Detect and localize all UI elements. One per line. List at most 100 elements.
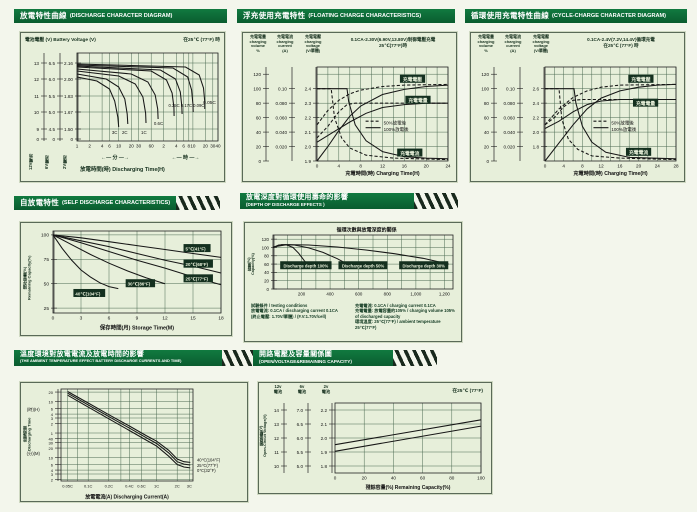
svg-text:10: 10 [49, 399, 54, 404]
condition-row: 放電電流: 0.1CA / discharging current 0.1CA [251, 308, 338, 314]
svg-text:Discharge depth 30%: Discharge depth 30% [403, 264, 446, 269]
svg-text:11: 11 [274, 450, 279, 455]
svg-text:0.6C: 0.6C [154, 121, 163, 126]
svg-text:0.040: 0.040 [504, 130, 516, 135]
svg-text:4: 4 [101, 144, 104, 149]
svg-text:1.9: 1.9 [321, 450, 328, 455]
svg-text:80: 80 [264, 254, 269, 259]
panel-self-title: 自放電特性 (SELF DISCHARGE CHARACTERISTICS) [14, 196, 221, 210]
self-chart-box: 殘存容量(%) Remaining Capacity(%) 100 75 50 25 0… [20, 222, 232, 336]
diagonal-stripes [176, 196, 221, 210]
svg-text:30: 30 [49, 440, 54, 445]
svg-text:1C: 1C [141, 130, 147, 135]
axis-header-voltage: 充電電壓 charging voltage (V/單體) [304, 34, 322, 53]
svg-text:2.16: 2.16 [64, 61, 73, 66]
svg-text:30: 30 [136, 144, 142, 149]
svg-text:9: 9 [36, 127, 39, 132]
dod-conditions-right: 充電電流: 0.1CA / charging current 0.1CA 充電電… [355, 303, 457, 330]
svg-text:保存時間(月) Storage Time(M): 保存時間(月) Storage Time(M) [99, 324, 174, 332]
svg-text:60: 60 [484, 115, 490, 120]
svg-text:0.2C: 0.2C [105, 484, 114, 489]
svg-text:60: 60 [420, 476, 426, 481]
svg-text:6.5: 6.5 [49, 61, 56, 66]
svg-text:0.05C: 0.05C [203, 100, 216, 106]
title-bar: 浮充使用充電特性 (FLOATING CHARGE CHARACTERISTIC… [237, 9, 455, 23]
svg-text:3: 3 [51, 416, 54, 421]
svg-text:0: 0 [267, 287, 270, 292]
svg-text:50: 50 [44, 282, 50, 288]
svg-text:100: 100 [253, 86, 261, 91]
title-en: (SELF DISCHARGE CHARACTERISTICS) [62, 199, 171, 206]
svg-text:0: 0 [52, 137, 55, 142]
condition-row: 充電電量: 放電容量的105% / charging volume 105% o… [355, 308, 455, 319]
condition-line-2: 25℃(77°F)時 [378, 42, 408, 48]
temp-chart-box: 放電時間 Discharging Time 20 10 6 4 3 2 1 40 30 20 10 6… [20, 382, 248, 502]
svg-text:24: 24 [655, 164, 661, 169]
svg-text:60: 60 [264, 262, 269, 267]
svg-text:0.080: 0.080 [276, 101, 288, 106]
svg-text:18: 18 [218, 316, 224, 322]
condition-row: 充電電流: 0.1CA / charging current 0.1CA [355, 303, 436, 308]
svg-text:0.6C: 0.6C [137, 484, 146, 489]
float-chart: 1201008060402000.100.0800.0600.0400.0202… [253, 66, 451, 177]
svg-text:2C: 2C [122, 130, 128, 135]
svg-text:10: 10 [274, 464, 280, 469]
svg-text:0: 0 [486, 159, 489, 164]
svg-text:Discharge depth 100%: Discharge depth 100% [284, 264, 329, 269]
svg-text:20: 20 [484, 144, 490, 149]
svg-text:200: 200 [298, 292, 306, 297]
svg-text:(時)(H): (時)(H) [27, 407, 40, 412]
svg-text:20: 20 [49, 446, 54, 451]
svg-text:0.10: 0.10 [506, 86, 515, 91]
svg-text:2.2: 2.2 [305, 115, 312, 120]
title-bar: 放電深度對循環使用壽命的影響 (DEPTH OF DISCHARGE EFFEC… [240, 193, 414, 210]
title-en: (FLOATING CHARGE CHARACTERISTICS) [308, 12, 422, 19]
svg-text:充電電流: 充電電流 [629, 149, 648, 156]
svg-text:40: 40 [264, 270, 269, 275]
condition-line-2: 在25℃ (77°F) 時 [603, 42, 639, 48]
svg-text:2C: 2C [175, 484, 180, 489]
svg-text:11: 11 [34, 94, 39, 99]
svg-text:30: 30 [210, 144, 216, 149]
svg-text:1.8: 1.8 [321, 464, 328, 469]
svg-text:2.0: 2.0 [533, 130, 540, 135]
svg-text:8: 8 [188, 144, 191, 149]
svg-text:0: 0 [70, 137, 73, 142]
svg-text:放電電流(A) Discharging Current(A): 放電電流(A) Discharging Current(A) [84, 493, 169, 500]
svg-text:13: 13 [34, 61, 40, 66]
svg-text:24: 24 [445, 164, 451, 169]
svg-text:20℃(68°F): 20℃(68°F) [186, 262, 209, 267]
svg-text:5.5: 5.5 [297, 450, 304, 455]
svg-text:20: 20 [264, 278, 269, 283]
title-bar: 自放電特性 (SELF DISCHARGE CHARACTERISTICS) [14, 196, 177, 210]
condition-row: 環境溫度: 25℃(77°F) / ambient temperature 25… [355, 319, 441, 330]
condition-line-1: 0.1CA-2.4V(7.2V,14.4V)循環充電 [587, 37, 655, 42]
svg-text:0: 0 [334, 476, 337, 481]
svg-text:100: 100 [41, 233, 49, 239]
svg-text:0℃(32°F): 0℃(32°F) [197, 468, 216, 473]
diagonal-stripes [393, 350, 437, 367]
title-bar: 放電特性曲線 (DISCHARGE CHARACTER DIAGRAM) [14, 9, 227, 23]
svg-text:40: 40 [391, 476, 397, 481]
svg-text:13: 13 [274, 422, 280, 427]
svg-text:10: 10 [34, 110, 40, 115]
condition-row: (終止電壓: 1.70V/單體) / (F.V:1.70V/cell) [251, 313, 327, 319]
svg-text:4.5: 4.5 [49, 127, 56, 132]
svg-text:5.0: 5.0 [49, 110, 56, 115]
svg-text:4: 4 [562, 164, 565, 169]
float-chart-box: 充電電量 charging volume % 充電電流 charging cur… [242, 32, 457, 182]
panel-cycle-title: 循環使用充電特性曲線 (CYCLE-CHARGE CHARACTER DIAGR… [465, 9, 687, 23]
svg-text:0.4C: 0.4C [125, 484, 134, 489]
svg-text:6.0: 6.0 [297, 436, 304, 441]
panel-dod-title: 放電深度對循環使用壽命的影響 (DEPTH OF DISCHARGE EFFEC… [240, 193, 458, 210]
svg-text:0: 0 [316, 164, 319, 169]
minutes-range: ←— 分 —→ [101, 155, 129, 161]
title-en: (DEPTH OF DISCHARGE EFFECTS ) [246, 202, 325, 208]
svg-text:0.040: 0.040 [276, 130, 288, 135]
svg-text:2.1: 2.1 [305, 130, 312, 135]
svg-text:1: 1 [51, 431, 54, 436]
svg-text:120: 120 [253, 72, 261, 77]
svg-text:2.0: 2.0 [321, 436, 328, 441]
svg-text:(分)(M): (分)(M) [27, 450, 41, 457]
